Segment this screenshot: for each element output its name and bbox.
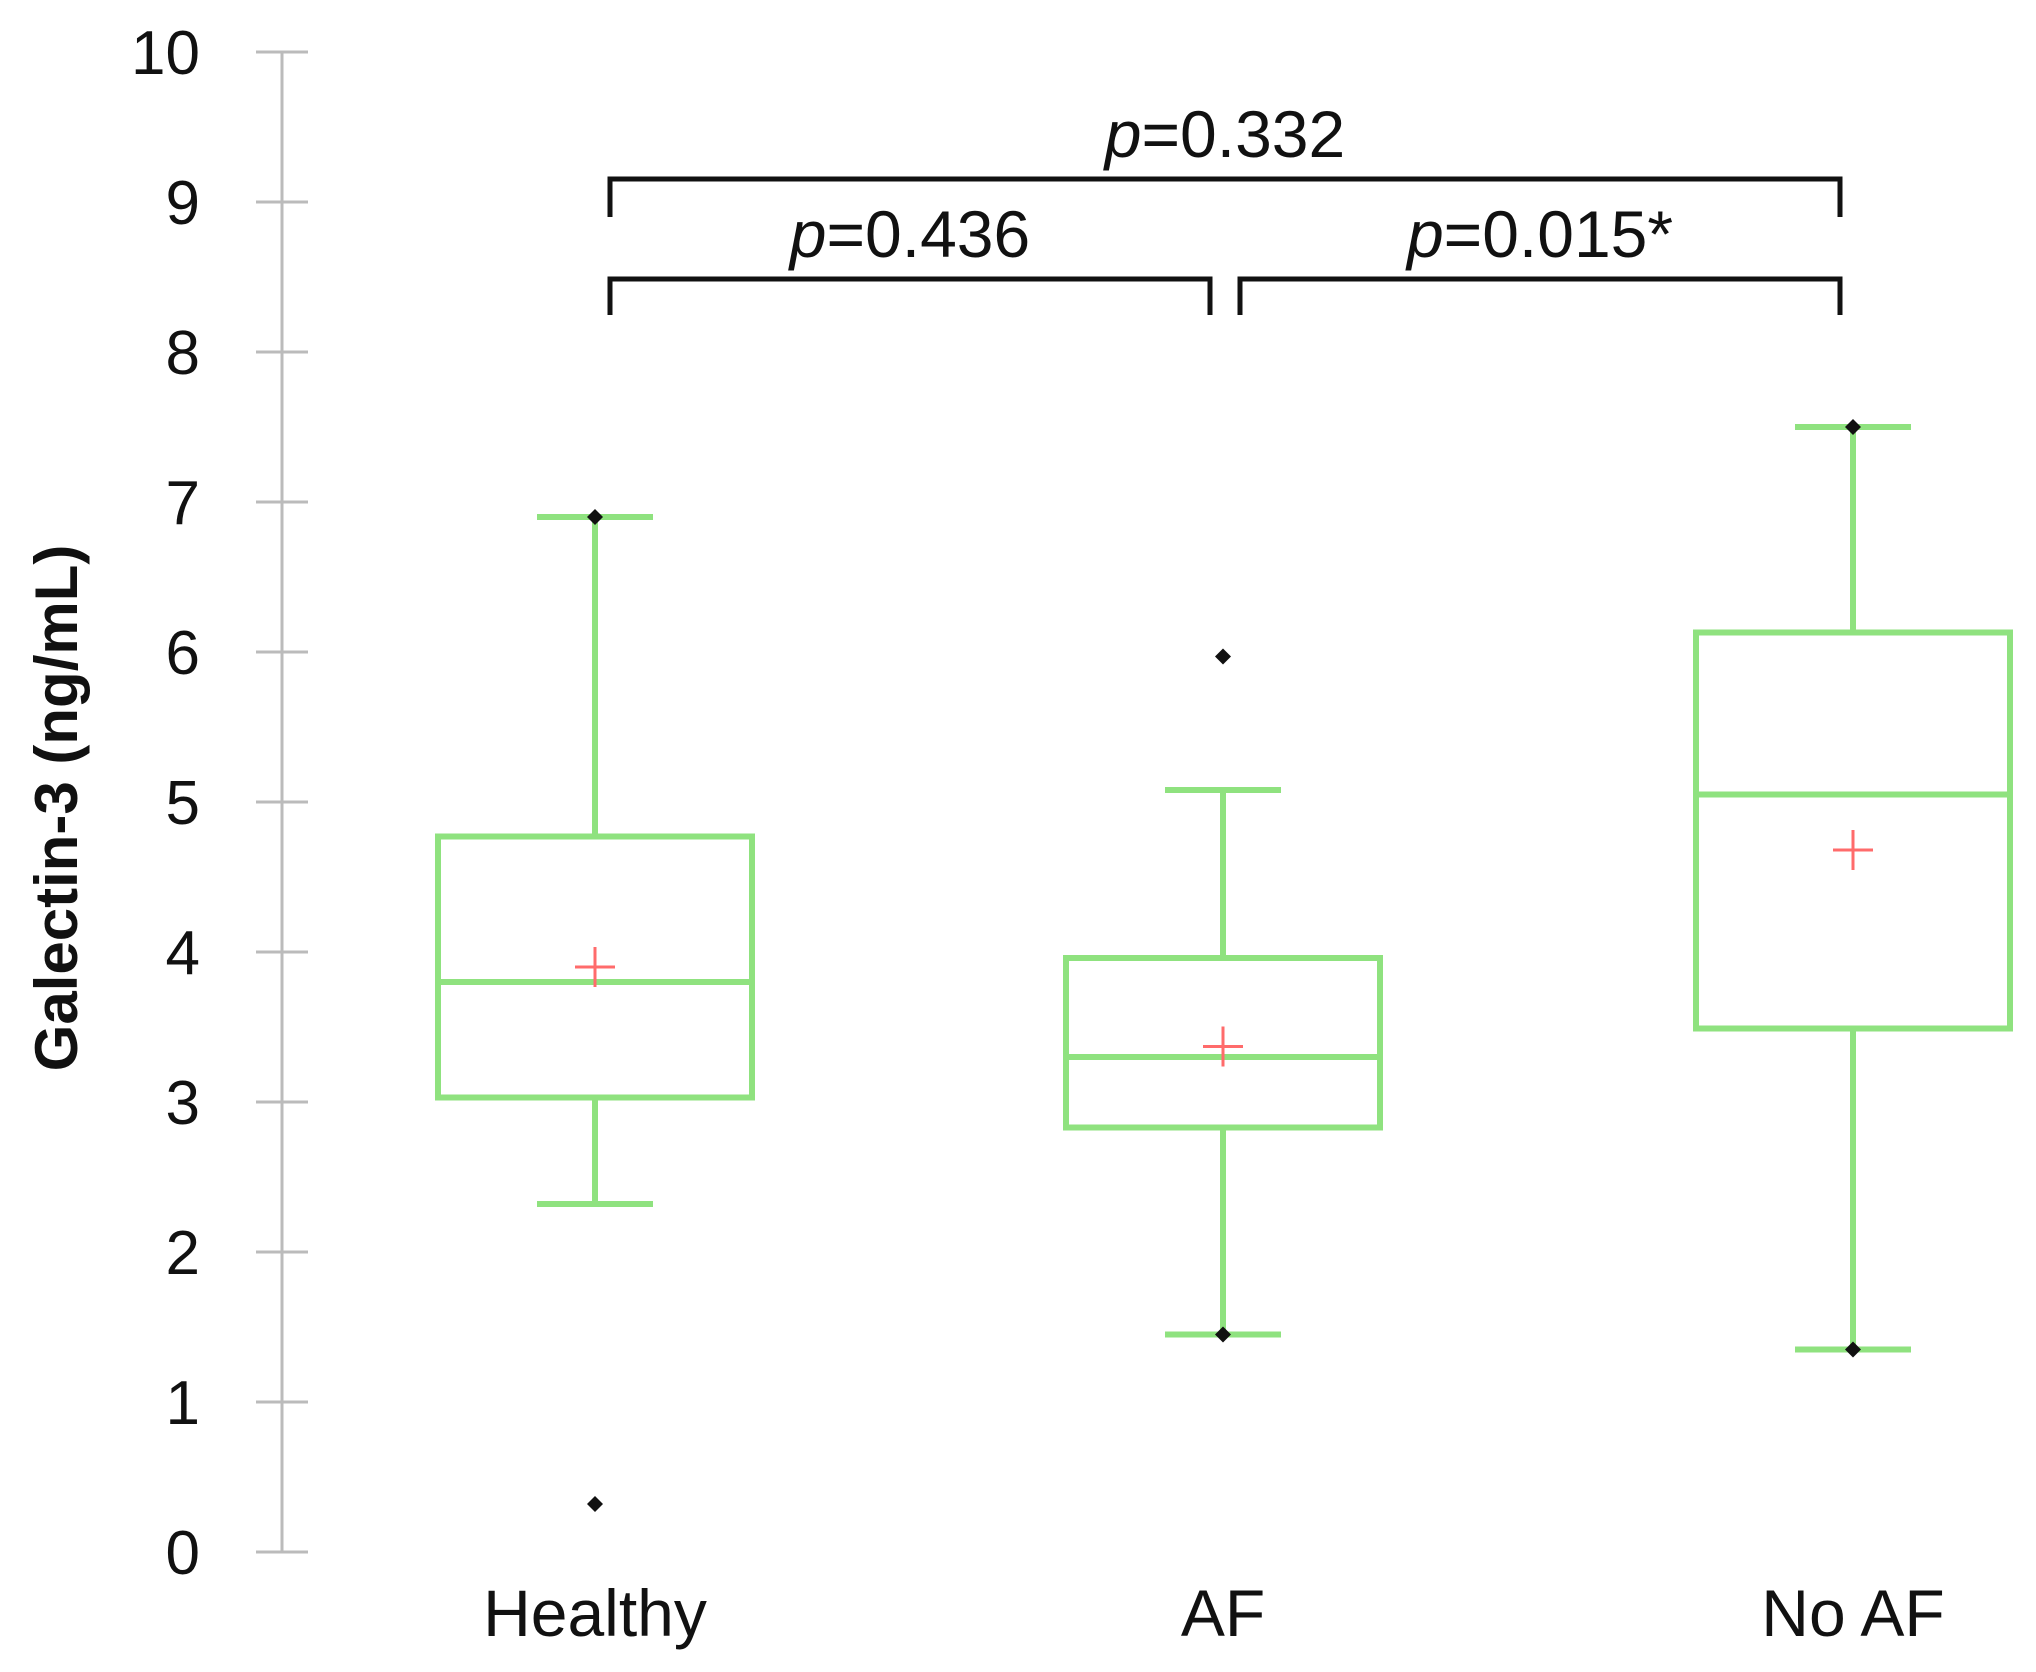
x-category-label: AF	[1181, 1576, 1265, 1650]
bracket-line	[607, 176, 1843, 217]
y-tick-label: 7	[166, 469, 200, 538]
y-tick-label: 2	[166, 1219, 200, 1288]
outlier-point	[1215, 648, 1231, 665]
outlier-point	[587, 509, 603, 525]
y-axis-label: Galectin-3 (ng/mL)	[23, 545, 90, 1072]
outlier-point	[587, 1496, 603, 1512]
bracket-line	[607, 276, 1213, 315]
x-category-label: Healthy	[483, 1576, 707, 1650]
y-tick-label: 8	[166, 319, 200, 388]
y-tick-label: 6	[166, 619, 200, 688]
p-value-number: =0.436	[827, 197, 1031, 271]
significance-bracket: p=0.436	[607, 197, 1213, 315]
y-tick-label: 1	[166, 1369, 200, 1438]
box-healthy	[435, 509, 755, 1512]
p-value-label: p=0.436	[788, 197, 1030, 271]
p-value-label: p=0.332	[1103, 97, 1345, 171]
x-axis-labels: Healthy AF No AF	[483, 1576, 1945, 1650]
y-tick-label: 0	[166, 1519, 200, 1588]
box-no-af	[1693, 419, 2013, 1358]
significance-bracket: p=0.015*	[1237, 197, 1843, 315]
significance-bracket: p=0.332	[607, 97, 1843, 217]
y-tick-label: 10	[131, 19, 200, 88]
iqr-box	[1693, 629, 2013, 1032]
outlier-point	[1845, 419, 1861, 435]
y-tick-label: 3	[166, 1069, 200, 1138]
p-value-label: p=0.015*	[1405, 197, 1673, 271]
boxes	[435, 419, 2013, 1512]
y-tick-label: 4	[166, 919, 200, 988]
x-category-label: No AF	[1761, 1576, 1944, 1650]
y-tick-label: 9	[166, 169, 200, 238]
box-af	[1063, 648, 1383, 1343]
outlier-point	[1845, 1341, 1861, 1358]
bracket-line	[1237, 276, 1843, 315]
y-tick-label: 5	[166, 769, 200, 838]
p-value-number: =0.015*	[1444, 197, 1673, 271]
p-value-prefix: p	[788, 197, 827, 271]
p-value-prefix: p	[1103, 97, 1142, 171]
y-axis: 0 1 2 3 4 5 6 7 8 9 10	[131, 19, 308, 1588]
p-value-prefix: p	[1405, 197, 1444, 271]
iqr-box	[435, 833, 755, 1101]
iqr-box	[1063, 955, 1383, 1131]
outlier-point	[1215, 1326, 1231, 1343]
p-value-number: =0.332	[1142, 97, 1346, 171]
